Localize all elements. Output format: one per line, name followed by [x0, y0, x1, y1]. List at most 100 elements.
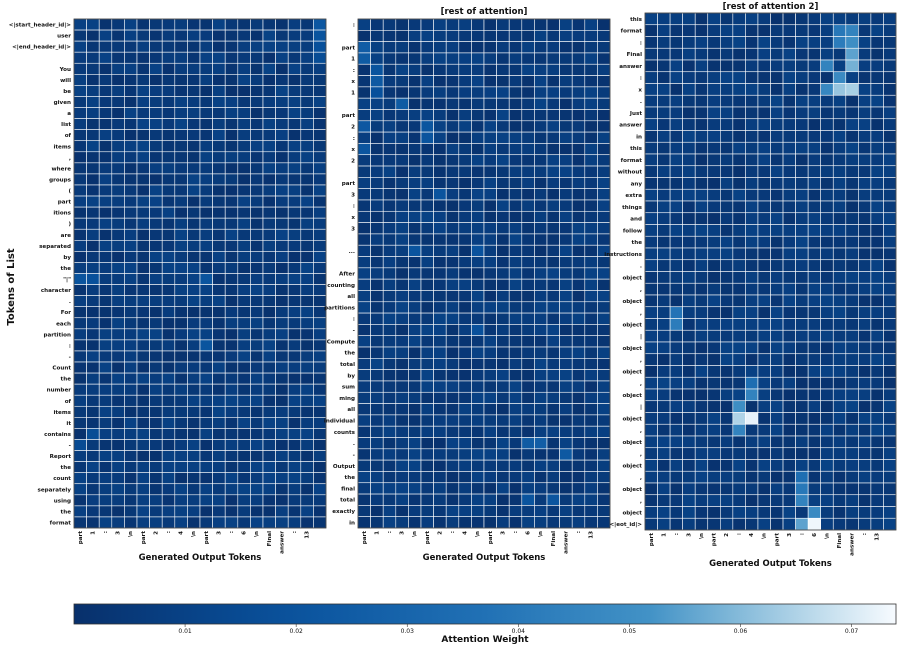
heatmap-cell	[408, 391, 422, 404]
heatmap-cell	[845, 459, 859, 472]
heatmap-cell	[187, 85, 201, 97]
heatmap-cell	[782, 247, 796, 261]
heatmap-cell	[757, 447, 771, 460]
heatmap-cell	[782, 47, 796, 61]
heatmap-cell	[657, 365, 671, 378]
heatmap-cell	[669, 470, 683, 484]
heatmap-cell	[174, 173, 188, 186]
heatmap-cell	[483, 516, 497, 529]
heatmap-cell	[433, 312, 447, 325]
heatmap-cell	[571, 278, 586, 291]
heatmap-cell	[795, 200, 809, 214]
heatmap-cell	[275, 195, 289, 208]
heatmap-cell	[300, 240, 314, 252]
y-tick-label: :	[353, 136, 355, 142]
heatmap-cell	[795, 188, 809, 202]
heatmap-cell	[187, 217, 201, 230]
heatmap-cell	[287, 417, 302, 429]
heatmap-cell	[111, 394, 125, 407]
heatmap-cell	[732, 388, 746, 402]
y-tick-label: ,	[640, 452, 642, 458]
heatmap-cell	[187, 129, 201, 142]
heatmap-cell	[98, 494, 113, 507]
heatmap-cell	[300, 372, 314, 385]
heatmap-cell	[161, 74, 176, 86]
heatmap-cell	[832, 165, 847, 178]
heatmap-cell	[408, 154, 422, 167]
heatmap-cell	[845, 36, 859, 49]
heatmap-cell	[770, 365, 784, 378]
heatmap-cell	[174, 129, 188, 142]
y-tick-label: by	[63, 255, 71, 261]
heatmap-cell	[707, 447, 721, 460]
heatmap-cell	[496, 516, 510, 529]
x-tick-label: \n	[699, 533, 705, 539]
heatmap-cell	[707, 341, 721, 355]
heatmap-cell	[395, 86, 409, 99]
heatmap-cell	[832, 282, 847, 296]
heatmap-cell	[199, 450, 213, 462]
heatmap-cell	[508, 312, 523, 325]
heatmap-cell	[559, 425, 573, 438]
colorbar: 0.01 0.02 0.03 0.04 0.05 0.06 0.07	[73, 603, 897, 635]
heatmap-cell	[287, 284, 302, 296]
heatmap-cell	[395, 312, 409, 325]
heatmap-cell	[820, 165, 834, 178]
heatmap-cell	[313, 118, 327, 130]
heatmap-cell	[98, 339, 113, 352]
heatmap-cell	[597, 346, 611, 359]
heatmap-cell	[546, 210, 560, 223]
heatmap-cell	[212, 18, 226, 31]
heatmap-cell	[149, 361, 163, 374]
heatmap-cell	[682, 271, 696, 284]
heatmap-cell	[212, 29, 226, 42]
heatmap-cell	[212, 96, 226, 108]
heatmap-cell	[795, 365, 809, 378]
heatmap-cell	[237, 40, 251, 53]
heatmap-cell	[496, 403, 510, 416]
heatmap-cell	[770, 423, 784, 437]
heatmap-cell	[584, 41, 598, 54]
heatmap-cell	[820, 482, 834, 496]
heatmap-cell	[820, 47, 834, 61]
heatmap-cell	[719, 177, 734, 190]
heatmap-cell	[496, 425, 510, 438]
heatmap-cell	[845, 177, 859, 190]
heatmap-cell	[420, 516, 434, 529]
heatmap-cell	[287, 516, 302, 529]
heatmap-cell	[111, 29, 125, 42]
heatmap-cell	[644, 447, 658, 460]
heatmap-cell	[657, 447, 671, 460]
colorbar-gradient	[73, 603, 897, 625]
heatmap-cell	[199, 317, 213, 330]
heatmap-cell	[73, 195, 87, 208]
heatmap-cell	[496, 448, 510, 461]
heatmap-cell	[682, 71, 696, 84]
heatmap-cell	[161, 383, 176, 396]
heatmap-cell	[694, 306, 709, 319]
heatmap-cell	[174, 262, 188, 274]
heatmap-cell	[820, 235, 834, 249]
heatmap-cell	[161, 328, 176, 341]
heatmap-cell	[73, 162, 87, 175]
heatmap-cell	[370, 244, 384, 257]
heatmap-cell	[883, 435, 897, 449]
heatmap-cell	[471, 233, 485, 246]
heatmap-cell	[395, 165, 409, 178]
heatmap-cell	[597, 222, 611, 235]
heatmap-cell	[559, 459, 573, 472]
heatmap-cell	[111, 51, 125, 64]
heatmap-cell	[161, 173, 176, 186]
heatmap-cell	[471, 459, 485, 472]
heatmap-cell	[757, 177, 771, 190]
heatmap-cell	[807, 12, 822, 26]
heatmap-cell	[657, 353, 671, 366]
heatmap-cell	[395, 391, 409, 404]
heatmap-cell	[707, 294, 721, 308]
heatmap-cell	[745, 71, 759, 84]
heatmap-cell	[111, 295, 125, 308]
heatmap-cell	[745, 388, 759, 402]
heatmap-cell	[420, 75, 434, 88]
heatmap-cell	[571, 177, 586, 189]
heatmap-cell	[546, 380, 560, 393]
